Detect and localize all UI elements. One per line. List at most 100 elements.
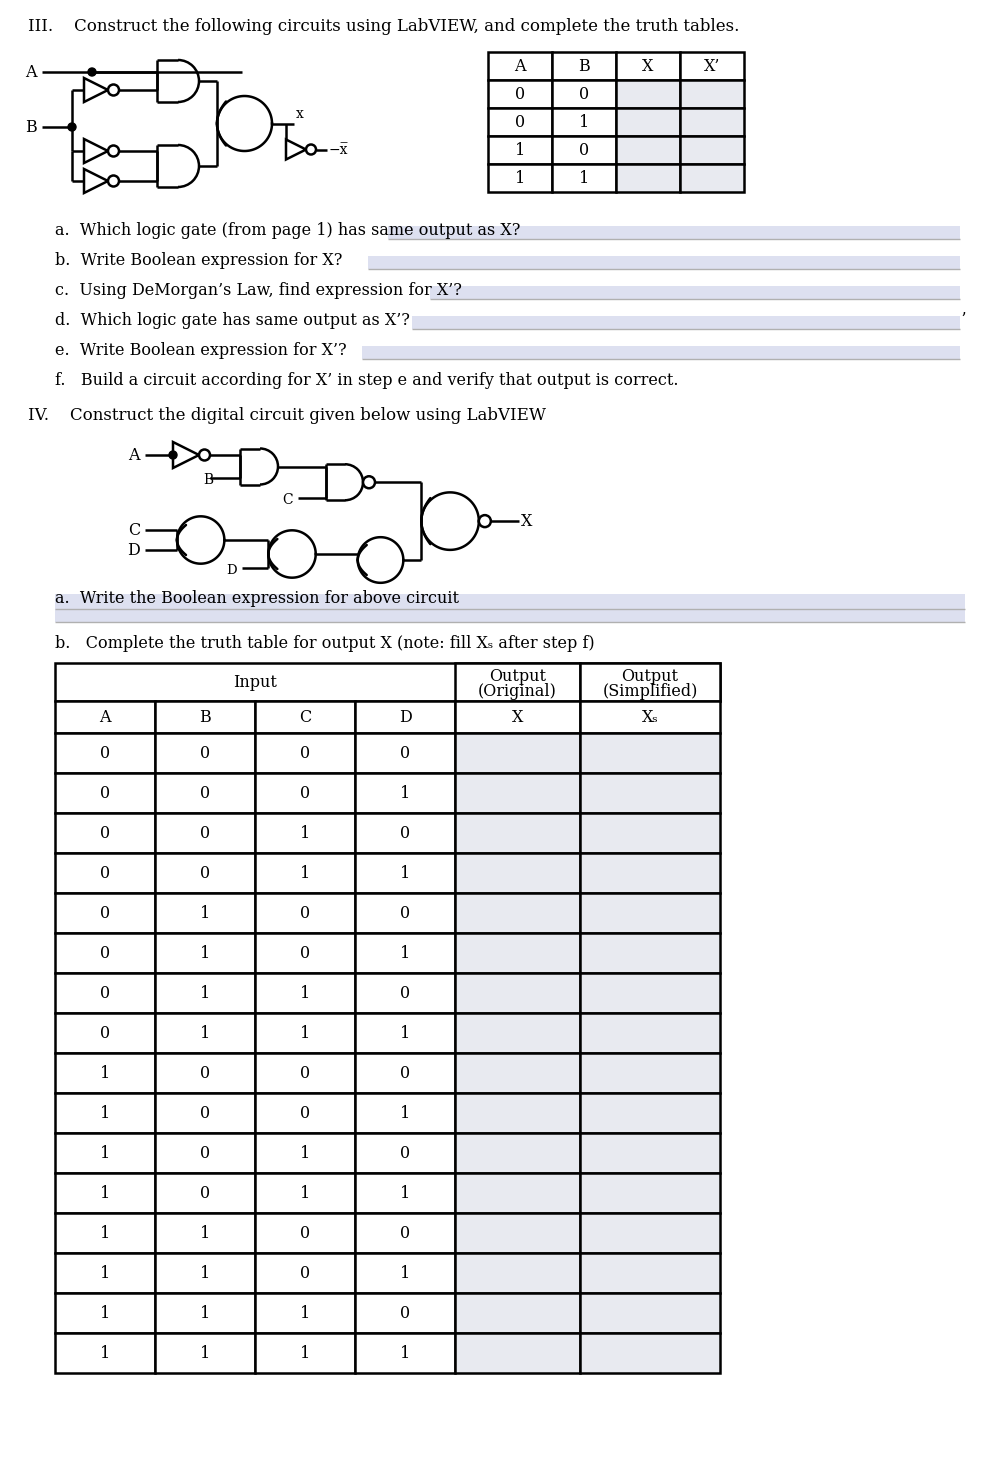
Bar (680, 53, 744, 80)
Bar (355, 701, 455, 733)
Text: B: B (578, 57, 590, 75)
Text: C: C (127, 521, 140, 538)
Text: 1: 1 (199, 904, 210, 922)
Text: C: C (299, 708, 312, 726)
Text: 0: 0 (300, 745, 310, 762)
Bar (55, 1333, 155, 1372)
Circle shape (68, 123, 76, 132)
Text: e.  Write Boolean expression for X’?: e. Write Boolean expression for X’? (55, 341, 347, 358)
Bar (616, 80, 680, 108)
Bar (355, 892, 455, 933)
Bar (580, 1012, 720, 1053)
Text: 1: 1 (300, 1185, 311, 1201)
Bar (155, 1252, 255, 1293)
Bar (155, 1333, 255, 1372)
Bar (255, 1333, 355, 1372)
Text: ʼ: ʼ (960, 312, 965, 329)
Text: 1: 1 (300, 1344, 311, 1362)
Bar (580, 1293, 720, 1333)
Bar (580, 1213, 720, 1252)
Bar (616, 164, 680, 192)
Text: X: X (512, 708, 523, 726)
Text: 1: 1 (300, 1305, 311, 1321)
Text: f.   Build a circuit according for X’ in step e and verify that output is correc: f. Build a circuit according for X’ in s… (55, 372, 678, 389)
Text: 0: 0 (400, 1065, 410, 1081)
Text: 1: 1 (199, 1305, 210, 1321)
Bar (455, 733, 580, 772)
Bar (55, 609, 965, 622)
Text: B: B (199, 708, 210, 726)
Text: 0: 0 (200, 1144, 210, 1162)
Text: 1: 1 (579, 170, 589, 186)
Text: 1: 1 (100, 1225, 110, 1242)
Text: C: C (282, 493, 293, 508)
Text: Output: Output (489, 667, 546, 685)
Bar (455, 853, 580, 892)
Bar (255, 772, 355, 813)
Bar (580, 1173, 720, 1213)
Bar (355, 1012, 455, 1053)
Text: 0: 0 (200, 1185, 210, 1201)
Bar (580, 973, 720, 1012)
Text: 0: 0 (400, 1225, 410, 1242)
Text: 1: 1 (400, 1185, 410, 1201)
Text: a.  Which logic gate (from page 1) has same output as X?: a. Which logic gate (from page 1) has sa… (55, 221, 520, 238)
Bar (255, 853, 355, 892)
Circle shape (199, 449, 210, 461)
Bar (155, 701, 255, 733)
Bar (580, 733, 720, 772)
Text: 0: 0 (100, 865, 110, 882)
Text: D: D (226, 563, 237, 576)
Bar (580, 933, 720, 973)
Text: B: B (25, 119, 37, 136)
Bar (155, 733, 255, 772)
Bar (255, 1012, 355, 1053)
Bar (552, 108, 616, 136)
Bar (255, 1053, 355, 1093)
Text: A: A (99, 708, 111, 726)
Bar (255, 1213, 355, 1252)
Bar (580, 701, 720, 733)
Text: 1: 1 (100, 1264, 110, 1282)
Text: 0: 0 (579, 85, 589, 102)
Bar (255, 1173, 355, 1213)
Text: 0: 0 (100, 745, 110, 762)
Bar (488, 80, 552, 108)
Text: 0: 0 (400, 825, 410, 841)
Bar (255, 1093, 355, 1132)
Bar (155, 973, 255, 1012)
Bar (55, 1293, 155, 1333)
Text: 1: 1 (400, 945, 410, 961)
Bar (355, 1053, 455, 1093)
Bar (55, 853, 155, 892)
Polygon shape (173, 442, 199, 468)
Bar (155, 1293, 255, 1333)
Text: D: D (127, 541, 140, 559)
Bar (55, 663, 720, 701)
Bar (155, 1173, 255, 1213)
Bar (455, 1213, 580, 1252)
Text: 0: 0 (100, 904, 110, 922)
Bar (580, 663, 720, 701)
Polygon shape (84, 170, 108, 193)
Text: 0: 0 (300, 1065, 310, 1081)
Bar (580, 772, 720, 813)
Text: 1: 1 (199, 1225, 210, 1242)
Bar (55, 1252, 155, 1293)
Bar (455, 1012, 580, 1053)
Bar (55, 892, 155, 933)
Text: (Simplified): (Simplified) (602, 683, 697, 699)
Bar (388, 225, 960, 238)
Bar (155, 892, 255, 933)
Text: 0: 0 (400, 745, 410, 762)
Text: −x̅: −x̅ (329, 142, 349, 157)
Bar (255, 1252, 355, 1293)
Text: c.  Using DeMorgan’s Law, find expression for X’?: c. Using DeMorgan’s Law, find expression… (55, 281, 462, 298)
Text: b.   Complete the truth table for output X (note: fill Xₛ after step f): b. Complete the truth table for output X… (55, 635, 594, 651)
Circle shape (108, 176, 119, 186)
Bar (55, 733, 155, 772)
Text: 1: 1 (579, 114, 589, 130)
Bar (255, 892, 355, 933)
Bar (455, 1173, 580, 1213)
Bar (55, 1093, 155, 1132)
